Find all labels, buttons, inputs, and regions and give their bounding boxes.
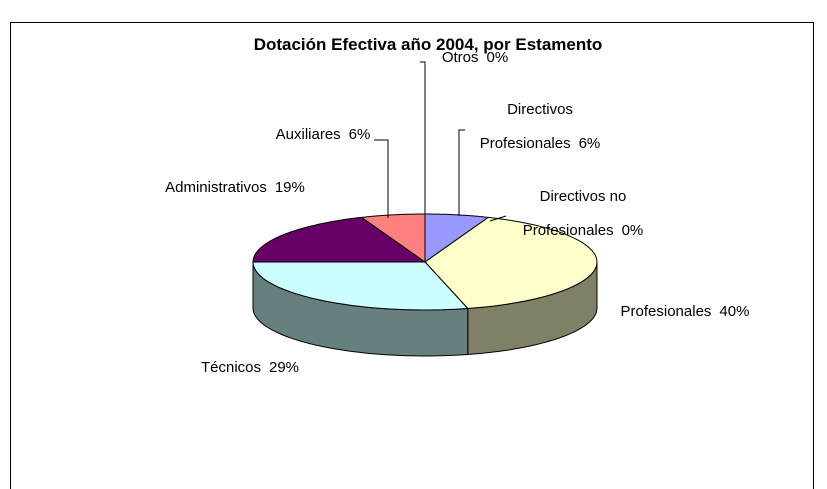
slice-name: Auxiliares — [275, 126, 341, 143]
slice-name: Administrativos — [165, 179, 267, 196]
pie-slice — [424, 216, 598, 310]
data-label: Profesionales 40% — [600, 295, 770, 329]
pie-slice — [252, 261, 469, 311]
pie-slice — [252, 216, 427, 263]
slice-name: Profesionales — [620, 303, 712, 320]
chart-frame — [10, 22, 814, 489]
leader-line — [374, 139, 389, 218]
slice-name: Técnicos — [200, 359, 261, 376]
chart-title: Dotación Efectiva año 2004, por Estament… — [253, 35, 603, 54]
leader-line — [458, 129, 465, 216]
slice-percent: 0% — [621, 222, 644, 239]
slice-percent: 40% — [719, 303, 750, 320]
data-label: Auxiliares 6% — [258, 118, 388, 152]
slice-name: Directivos Profesionales — [479, 101, 573, 152]
data-label: Otros 0% — [420, 41, 530, 75]
pie-slice — [360, 213, 426, 263]
data-label: Técnicos 29% — [180, 351, 320, 385]
leader-line — [420, 61, 426, 216]
data-label: Directivos Profesionales 6% — [455, 93, 625, 161]
slice-name: Directivos no Profesionales — [522, 188, 627, 239]
slice-percent: 6% — [348, 126, 371, 143]
slice-percent: 0% — [486, 49, 509, 66]
leader-line — [489, 215, 507, 222]
slice-percent: 29% — [269, 359, 300, 376]
leader-lines — [374, 61, 507, 222]
pie-slice — [424, 213, 490, 263]
slice-percent: 19% — [274, 179, 305, 196]
slice-percent: 6% — [578, 135, 601, 152]
slice-name: Otros — [441, 49, 479, 66]
data-label: Administrativos 19% — [150, 171, 320, 205]
data-label: Directivos no Profesionales 0% — [498, 180, 668, 248]
